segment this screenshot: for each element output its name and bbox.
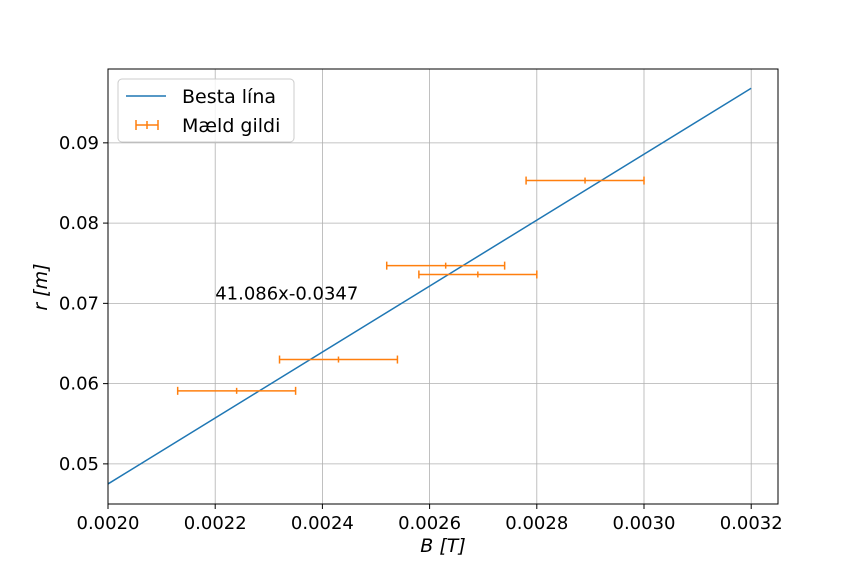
axes-frame	[107, 68, 779, 505]
y-tick-label: 0.06	[59, 374, 99, 395]
x-tick-label: 0.0032	[720, 513, 783, 534]
x-axis-variable: B	[420, 535, 433, 557]
x-axis-unit: [T]	[439, 535, 465, 557]
y-tick-label: 0.08	[59, 213, 99, 234]
measured-errorbar	[176, 386, 297, 395]
plot-series	[107, 87, 752, 485]
x-tick-label: 0.0028	[505, 513, 568, 534]
x-tick-label: 0.0024	[291, 513, 354, 534]
y-tick-label: 0.07	[59, 293, 99, 314]
y-tick-label: 0.05	[59, 454, 99, 475]
measured-errorbar	[525, 176, 645, 185]
ticks: 0.0020 0.0022 0.0024 0.0026 0.0028 0.0030 0.00…	[59, 133, 783, 534]
legend-label-line: Besta lína	[182, 86, 276, 108]
x-tick-label: 0.0020	[77, 513, 140, 534]
x-axis-label: B [T]	[420, 535, 466, 557]
y-axis-variable: r	[30, 302, 52, 311]
legend-label-errorbar: Mæld gildi	[182, 115, 280, 137]
measured-errorbar	[385, 261, 506, 270]
x-tick-label: 0.0026	[398, 513, 461, 534]
best-fit-line	[107, 87, 752, 485]
y-axis-unit: [m]	[30, 263, 52, 296]
measured-errorbar	[418, 270, 538, 279]
x-tick-label: 0.0022	[184, 513, 247, 534]
legend-errorbar-swatch	[135, 120, 159, 130]
y-tick-label: 0.09	[59, 133, 99, 154]
y-axis-label: r [m]	[30, 263, 52, 310]
x-tick-label: 0.0030	[613, 513, 676, 534]
fit-equation-annotation: 41.086x-0.0347	[215, 283, 358, 304]
legend: Besta lína Mæld gildi	[117, 78, 295, 143]
measured-errorbar	[278, 355, 399, 364]
legend-box	[117, 78, 295, 143]
